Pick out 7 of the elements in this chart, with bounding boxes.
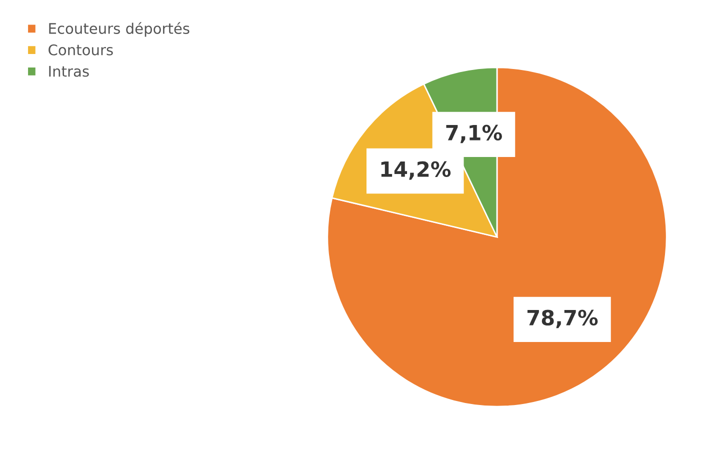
legend-label: Ecouteurs déportés bbox=[49, 22, 190, 37]
legend-label: Intras bbox=[49, 66, 89, 77]
data-label: 14,2% bbox=[381, 161, 451, 180]
data-label: 78,7% bbox=[527, 310, 598, 328]
pie-slice bbox=[326, 66, 668, 408]
legend-label: Contours bbox=[48, 44, 113, 56]
data-label: 7,1% bbox=[446, 124, 502, 144]
